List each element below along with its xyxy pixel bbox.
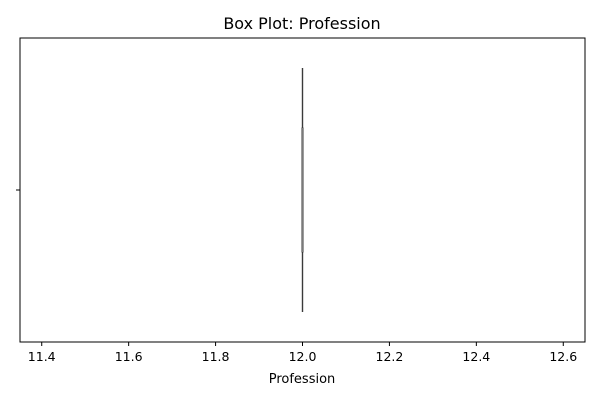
x-tick-label: 11.6	[115, 349, 143, 364]
chart-title: Box Plot: Profession	[223, 14, 380, 33]
x-axis-label: Profession	[269, 372, 336, 387]
x-tick-label: 12.2	[376, 349, 404, 364]
x-axis-ticks: 11.4 11.6 11.8 12.0 12.2 12.4 12.6	[28, 342, 577, 364]
x-tick-label: 11.4	[28, 349, 56, 364]
x-tick-label: 12.4	[462, 349, 490, 364]
box-series	[301, 68, 304, 312]
x-tick-label: 11.8	[202, 349, 230, 364]
x-tick-label: 12.0	[289, 349, 317, 364]
x-tick-label: 12.6	[549, 349, 577, 364]
